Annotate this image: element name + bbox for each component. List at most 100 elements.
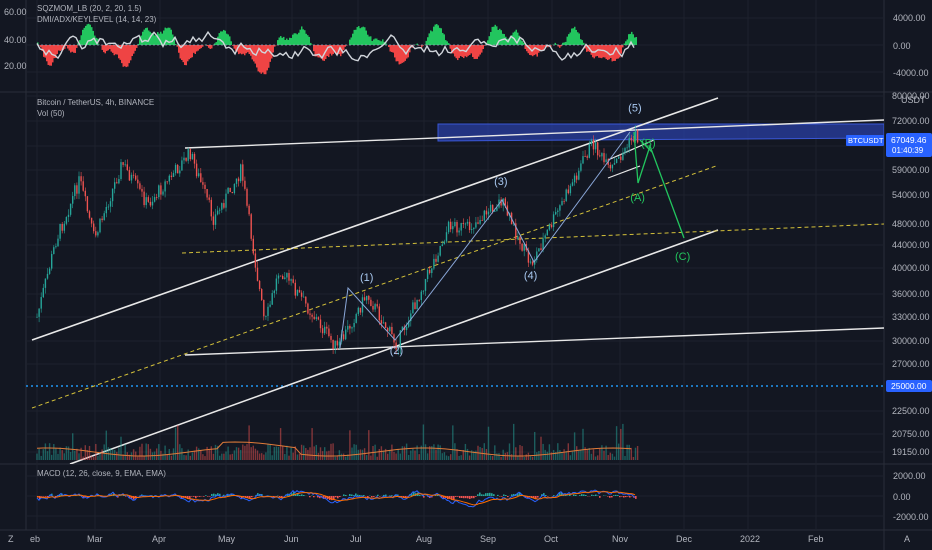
x-tick: Nov (612, 534, 629, 544)
momentum-bar (38, 45, 40, 46)
supply-zone[interactable] (437, 123, 884, 142)
corner-right-icon[interactable]: A (904, 534, 910, 544)
yellow-dashed-trend[interactable] (31, 165, 717, 409)
momentum-bar (284, 39, 286, 45)
momentum-bar (631, 31, 633, 45)
macd-histogram-bar (581, 494, 583, 496)
candle-body (271, 293, 273, 305)
volume-bar (223, 453, 225, 460)
momentum-bar (575, 29, 577, 45)
channel-upper-line[interactable] (31, 97, 719, 341)
momentum-bar (280, 36, 282, 45)
volume-legend[interactable]: Vol (50) (37, 109, 65, 118)
volume-bar (231, 453, 233, 460)
indicator-legend-1[interactable]: SQZMOM_LB (20, 2, 20, 1.5) (37, 4, 142, 13)
volume-bar (221, 453, 223, 460)
momentum-bar (175, 43, 177, 45)
candle-body (114, 182, 116, 189)
momentum-bar (167, 27, 169, 45)
momentum-bar (500, 30, 502, 45)
candle-body (538, 248, 540, 252)
volume-bar (177, 425, 179, 460)
candle-body (202, 182, 204, 185)
triangle-lower-line[interactable] (607, 165, 641, 179)
indicator-legend-2[interactable]: DMI/ADX/KEYLEVEL (14, 14, 23) (37, 15, 157, 24)
candle-body (326, 326, 328, 329)
momentum-bar (77, 42, 79, 45)
candle-body (103, 213, 105, 221)
candle-body (634, 130, 637, 141)
momentum-bar (583, 42, 585, 45)
momentum-bar (445, 40, 447, 45)
momentum-bar (431, 31, 433, 45)
momentum-bar (481, 45, 483, 53)
momentum-bar (295, 33, 297, 45)
volume-bar (240, 449, 242, 460)
top-horizontal-line[interactable] (184, 119, 884, 149)
corner-left-icon[interactable]: Z (8, 534, 14, 544)
macd-histogram-bar (119, 495, 121, 496)
macd-legend[interactable]: MACD (12, 26, close, 9, EMA, EMA) (37, 469, 166, 478)
momentum-bar (47, 45, 49, 65)
momentum-bar (394, 45, 396, 58)
momentum-bar (193, 45, 195, 53)
volume-bar (546, 451, 548, 460)
volume-bar (454, 443, 456, 460)
candle-body (401, 326, 404, 331)
level-price-tag[interactable]: 25000.00 (886, 380, 932, 392)
momentum-bar (608, 45, 610, 60)
candle-body (147, 197, 149, 202)
macd-histogram-bar (379, 496, 381, 497)
volume-bar (292, 452, 294, 460)
volume-bar (609, 452, 611, 460)
triangle-upper-line[interactable] (607, 139, 655, 161)
momentum-bar (377, 40, 379, 45)
volume-bars (36, 423, 639, 460)
macd-histogram-bar (449, 496, 451, 499)
candle-body (414, 302, 416, 310)
momentum-bar (298, 32, 300, 45)
momentum-bar (580, 39, 582, 45)
candle-body (59, 223, 61, 239)
top-left-tick: 60.00 (4, 7, 27, 17)
candle-body (174, 164, 177, 174)
wave-label: (4) (524, 270, 537, 282)
price-tick: 30000.00 (892, 336, 930, 346)
volume-bar (483, 443, 485, 460)
momentum-bar (232, 45, 234, 46)
momentum-bar (344, 45, 346, 47)
macd-histogram-bar (437, 494, 439, 496)
volume-bar (294, 446, 296, 460)
volume-bar (384, 448, 387, 460)
candle-body (240, 164, 242, 182)
symbol-title[interactable]: Bitcoin / TetherUS, 4h, BINANCE (37, 98, 154, 107)
macd-histogram-bar (289, 494, 291, 496)
candle-body (69, 203, 72, 215)
last-price-tag[interactable]: BTCUSDT 67049.46 01:40:39 (846, 133, 932, 157)
momentum-bar (277, 40, 279, 45)
momentum-bar (110, 45, 112, 52)
candle-body (187, 149, 189, 161)
momentum-bar (493, 26, 495, 45)
time-axis[interactable]: eb Mar Apr May Jun Jul Aug Sep Oct Nov Dec 2022 Feb (30, 534, 824, 544)
volume-bar (116, 451, 118, 460)
candle-body (416, 300, 418, 310)
candle-body (296, 289, 299, 296)
price-axis[interactable]: 80000.0072000.0066000.0059000.0054000.00… (892, 13, 930, 522)
wave-label: (C) (675, 251, 690, 263)
volume-bar (376, 456, 378, 460)
momentum-bar (241, 45, 243, 55)
momentum-bar (317, 45, 319, 58)
momentum-bar (370, 36, 372, 45)
volume-bar (242, 444, 244, 460)
volume-bar (471, 450, 473, 460)
volume-bar (494, 445, 496, 460)
momentum-bar (230, 41, 232, 45)
bottom-horizontal-line[interactable] (184, 327, 884, 356)
yellow-dashed-flat[interactable] (181, 223, 884, 254)
macd-histogram-bar (231, 494, 233, 496)
candle-body (82, 181, 84, 191)
volume-bar (576, 446, 578, 460)
macd-histogram-bar (247, 496, 249, 498)
